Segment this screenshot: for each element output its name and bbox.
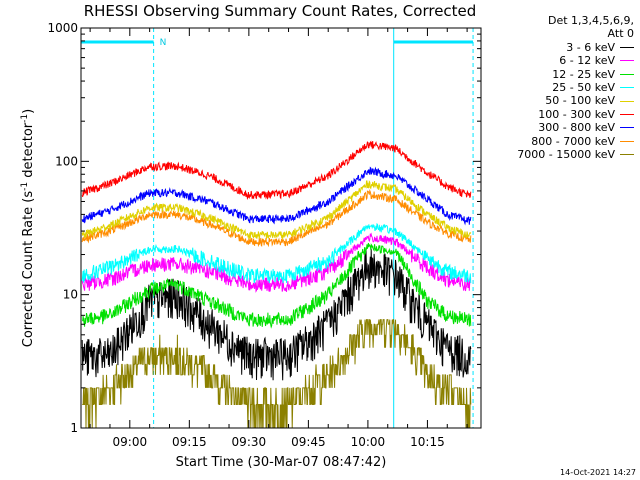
legend: Det 1,3,4,5,6,9, Att 0 3 - 6 keV 6 - 12 k… <box>517 14 634 161</box>
series-line <box>81 248 472 381</box>
legend-swatch <box>620 114 634 116</box>
series-line <box>81 140 472 200</box>
series-line <box>81 189 472 248</box>
y-axis-label: Corrected Count Rate (s-1 detector-1) <box>20 109 36 347</box>
legend-swatch <box>620 127 634 129</box>
legend-entry: 3 - 6 keV <box>517 41 634 54</box>
x-axis: 09:00 09:15 09:30 09:45 10:00 10:15 <box>89 28 468 449</box>
legend-label: 3 - 6 keV <box>566 40 615 54</box>
legend-entry: 300 - 800 keV <box>517 121 634 134</box>
series-line <box>81 223 472 284</box>
y-tick-label: 1 <box>70 421 78 435</box>
series-curves <box>81 140 472 429</box>
timestamp: 14-Oct-2021 14:27 <box>560 468 636 477</box>
legend-label: 50 - 100 keV <box>545 94 615 108</box>
legend-entry: 7000 - 15000 keV <box>517 148 634 161</box>
chart-title: RHESSI Observing Summary Count Rates, Co… <box>84 2 477 20</box>
legend-header-attenuator: Att 0 <box>607 27 634 41</box>
legend-swatch <box>620 60 634 62</box>
legend-entry: 800 - 7000 keV <box>517 135 634 148</box>
y-axis: 1 10 100 1000 <box>47 21 481 435</box>
legend-label: 25 - 50 keV <box>552 81 615 95</box>
legend-entry: 50 - 100 keV <box>517 94 634 107</box>
series-line <box>82 319 472 429</box>
legend-label: 300 - 800 keV <box>538 121 615 135</box>
legend-label: 12 - 25 keV <box>552 67 615 81</box>
legend-entry: 100 - 300 keV <box>517 108 634 121</box>
legend-entry: 6 - 12 keV <box>517 54 634 67</box>
series-line <box>82 242 472 329</box>
y-tick-label: 1000 <box>47 21 78 35</box>
legend-label: 800 - 7000 keV <box>531 134 615 148</box>
legend-swatch <box>620 47 634 49</box>
legend-swatch <box>620 100 634 102</box>
legend-swatch <box>620 73 634 75</box>
plot-frame <box>80 27 482 429</box>
legend-swatch <box>620 154 634 156</box>
x-tick-label: 09:45 <box>291 435 326 449</box>
legend-label: 100 - 300 keV <box>538 107 615 121</box>
legend-header-detectors: Det 1,3,4,5,6,9, <box>547 14 634 27</box>
legend-swatch <box>620 87 634 89</box>
series-line <box>81 232 472 293</box>
x-axis-label: Start Time (30-Mar-07 08:47:42) <box>176 455 387 470</box>
series-line <box>81 166 472 226</box>
legend-label: 6 - 12 keV <box>559 54 615 68</box>
x-tick-label: 10:00 <box>351 435 386 449</box>
legend-entries: 3 - 6 keV 6 - 12 keV 12 - 25 keV 25 - 50 ke… <box>517 41 634 162</box>
legend-label: 7000 - 15000 keV <box>517 148 615 162</box>
legend-entry: 12 - 25 keV <box>517 68 634 81</box>
x-tick-label: 09:00 <box>113 435 148 449</box>
night-intervals: N <box>81 28 474 428</box>
y-tick-label: 10 <box>63 288 78 302</box>
x-tick-label: 09:30 <box>232 435 267 449</box>
legend-entry: 25 - 50 keV <box>517 81 634 94</box>
y-tick-label: 100 <box>55 154 78 168</box>
x-tick-label: 10:15 <box>410 435 445 449</box>
legend-swatch <box>620 140 634 142</box>
night-label: N <box>160 38 167 48</box>
x-tick-label: 09:15 <box>172 435 207 449</box>
series-line <box>81 180 472 240</box>
